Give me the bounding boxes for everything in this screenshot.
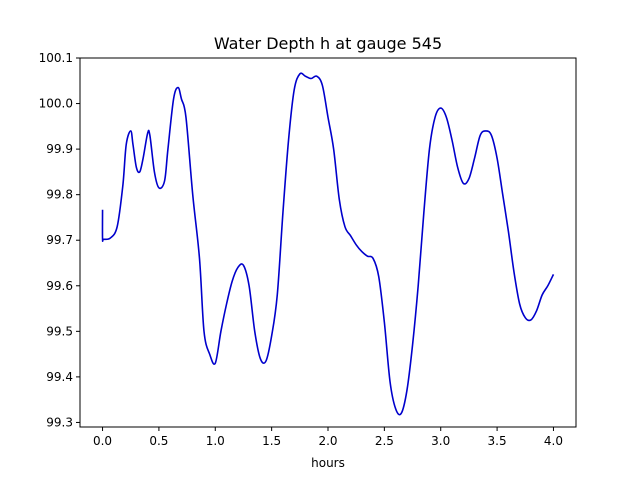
y-tick-label: 100.0 [39, 97, 73, 111]
plot-line-layer [101, 72, 555, 416]
x-tick-label: 0.0 [93, 434, 112, 448]
x-tick-label: 4.0 [544, 434, 563, 448]
y-tick-label: 99.9 [46, 142, 73, 156]
y-tick-label: 99.5 [46, 324, 73, 338]
x-tick-label: 0.5 [149, 434, 168, 448]
y-tick-label: 99.8 [46, 188, 73, 202]
x-tick-label: 3.0 [431, 434, 450, 448]
x-tick-label: 1.5 [262, 434, 281, 448]
y-tick-label: 100.1 [39, 51, 73, 65]
chart-title: Water Depth h at gauge 545 [214, 34, 442, 53]
x-tick-label: 1.0 [206, 434, 225, 448]
x-tick-label: 2.0 [318, 434, 337, 448]
y-tick-label: 99.7 [46, 233, 73, 247]
series-line-0 [101, 72, 555, 416]
x-axis-label: hours [311, 456, 345, 470]
y-tick-label: 99.3 [46, 415, 73, 429]
y-tick-label: 99.4 [46, 370, 73, 384]
x-axis: 0.0 0.5 1.0 1.5 2.0 2.5 3.0 3.5 4.0 [93, 427, 563, 448]
y-axis: 99.3 99.4 99.5 99.6 99.7 99.8 99.9 100.0 100.1 [39, 51, 80, 429]
x-tick-label: 3.5 [488, 434, 507, 448]
y-tick-label: 99.6 [46, 279, 73, 293]
x-tick-label: 2.5 [375, 434, 394, 448]
